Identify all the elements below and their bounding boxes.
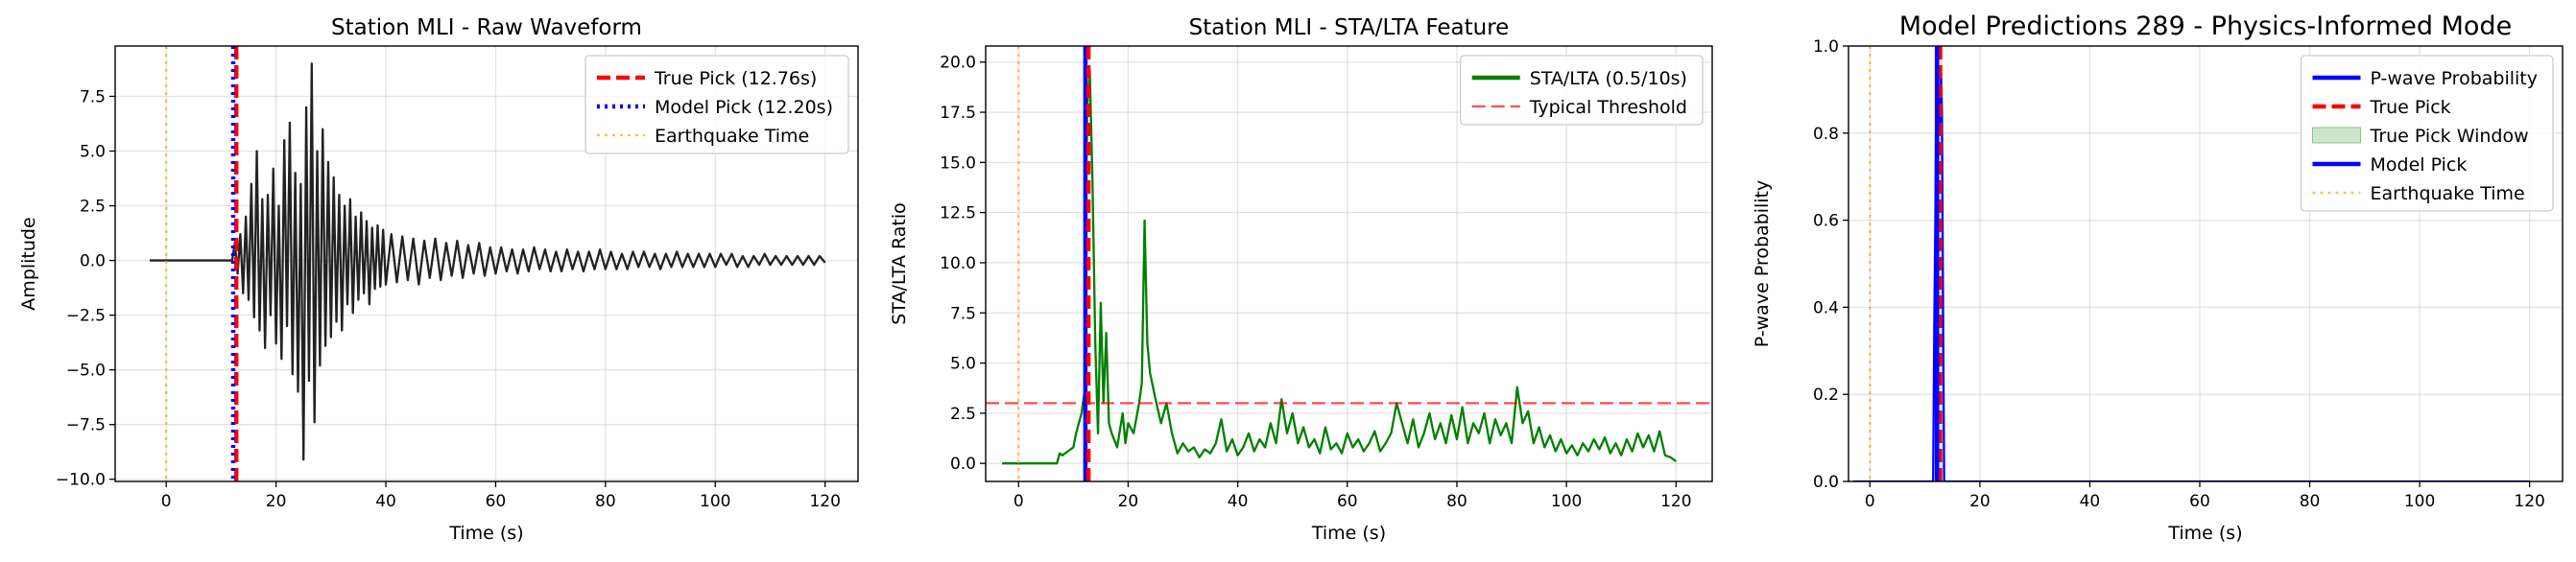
plot-area: [986, 46, 1712, 481]
legend-label: Model Pick: [2371, 154, 2468, 176]
y-tick-label: 5.0: [950, 355, 976, 374]
x-axis-label: Time (s): [448, 523, 523, 544]
x-tick-label: 40: [375, 492, 396, 511]
x-tick-label: 0: [161, 492, 172, 511]
y-tick-label: −10.0: [56, 471, 106, 490]
x-tick-label: 60: [486, 492, 507, 511]
legend-box: [584, 55, 849, 154]
legend-label: True Pick: [2370, 97, 2451, 118]
x-tick-label: 0: [1014, 492, 1024, 511]
y-axis-label: P-wave Probability: [1752, 180, 1773, 348]
x-tick-label: 40: [1228, 492, 1249, 511]
legend-label: True Pick Window: [2370, 126, 2529, 147]
legend-swatch: [2312, 127, 2361, 144]
y-tick-label: 7.5: [950, 304, 976, 323]
legend-label: True Pick (12.76s): [654, 68, 817, 89]
y-tick-label: −7.5: [66, 416, 106, 435]
x-tick-label: 80: [2300, 492, 2321, 511]
subplot-title: Station MLI - STA/LTA Feature: [1189, 15, 1510, 40]
axes-frame: [114, 45, 859, 482]
legend: P-wave Probability True Pick True Pick Win…: [2300, 55, 2554, 212]
y-tick-label: 17.5: [940, 104, 976, 123]
y-tick-label: −2.5: [66, 307, 106, 326]
y-tick-label: 0.0: [950, 455, 976, 474]
y-tick-label: 0.6: [1813, 212, 1839, 231]
legend-label: STA/LTA (0.5/10s): [1530, 68, 1687, 89]
x-axis-label: Time (s): [2167, 523, 2242, 544]
subplot: 0 20 40 60 80 100 120 0.0 0.2 0.4 0.6 0.8 1.0 Model P…: [1752, 12, 2564, 544]
y-tick-label: −5.0: [66, 362, 106, 381]
x-tick-label: 80: [1446, 492, 1467, 511]
plot-area: [1853, 46, 2530, 481]
y-tick-label: 0.2: [1813, 386, 1839, 405]
series-line: [150, 62, 826, 461]
x-tick-label: 80: [595, 492, 616, 511]
legend: True Pick (12.76s) Model Pick (12.20s) Ear…: [584, 55, 849, 154]
subplot: 0 20 40 60 80 100 120 0.0 2.5 5.0 7.5 10.0 12.5 15.0 1…: [889, 15, 1713, 544]
legend-label: Earthquake Time: [655, 126, 809, 147]
y-tick-label: 7.5: [80, 87, 106, 106]
y-tick-label: 0.8: [1813, 125, 1839, 144]
axes-frame: [985, 45, 1713, 482]
x-tick-label: 60: [1337, 492, 1358, 511]
x-tick-label: 100: [2404, 492, 2435, 511]
x-tick-label: 20: [266, 492, 287, 511]
x-tick-label: 120: [2514, 492, 2544, 511]
legend-label: Earthquake Time: [2371, 183, 2525, 204]
x-tick-label: 40: [2080, 492, 2101, 511]
x-tick-label: 100: [1551, 492, 1582, 511]
y-tick-label: 0.0: [1813, 473, 1839, 492]
y-tick-label: 0.4: [1813, 298, 1839, 317]
y-tick-label: 5.0: [80, 143, 106, 162]
x-tick-label: 120: [809, 492, 840, 511]
x-tick-label: 100: [700, 492, 730, 511]
y-tick-label: 10.0: [940, 254, 976, 273]
axes-frame: [1848, 45, 2564, 482]
x-axis-label: Time (s): [1311, 523, 1386, 544]
series-line: [1002, 68, 1678, 465]
y-tick-label: 15.0: [940, 153, 976, 173]
x-tick-label: 120: [1660, 492, 1691, 511]
subplot-title: Station MLI - Raw Waveform: [331, 15, 642, 40]
legend-label: P-wave Probability: [2371, 68, 2539, 89]
y-tick-label: 20.0: [940, 54, 976, 73]
y-tick-label: 12.5: [940, 204, 976, 223]
legend-box: [2300, 55, 2554, 212]
x-tick-label: 0: [1865, 492, 1875, 511]
legend-label: Typical Threshold: [1529, 97, 1687, 118]
subplot-title: Model Predictions 289 - Physics-Informed…: [1899, 12, 2512, 41]
y-axis-label: Amplitude: [18, 217, 39, 310]
plot-area: [150, 46, 826, 481]
y-tick-label: 2.5: [80, 198, 106, 217]
x-tick-label: 20: [1969, 492, 1991, 511]
subplot: 0 20 40 60 80 100 120 −10.0 −7.5 −5.0 −2.5 0.0 2.5 5.…: [18, 15, 859, 544]
y-tick-label: 2.5: [950, 405, 976, 424]
legend: STA/LTA (0.5/10s) Typical Threshold: [1460, 55, 1704, 126]
y-tick-label: 1.0: [1813, 37, 1839, 57]
x-tick-label: 20: [1118, 492, 1139, 511]
legend-box: [1460, 55, 1704, 126]
legend-label: Model Pick (12.20s): [655, 97, 833, 118]
y-tick-label: 0.0: [80, 252, 106, 271]
x-tick-label: 60: [2189, 492, 2210, 511]
y-axis-label: STA/LTA Ratio: [889, 202, 910, 325]
